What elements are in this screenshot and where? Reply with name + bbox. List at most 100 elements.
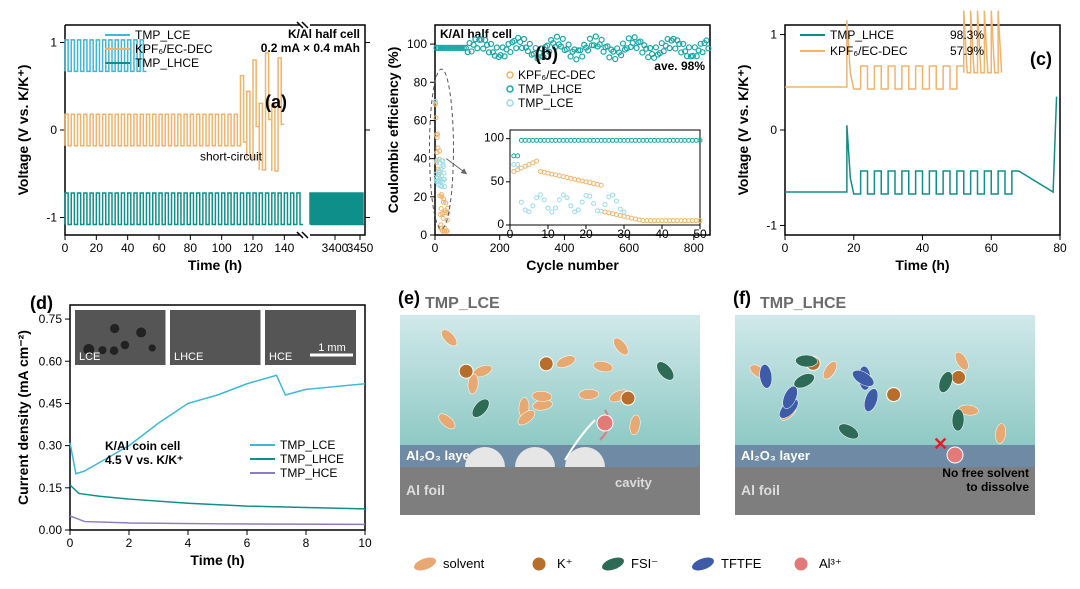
svg-text:600: 600 <box>619 241 639 255</box>
svg-text:TMP_LHCE: TMP_LHCE <box>760 295 847 312</box>
svg-text:0.75: 0.75 <box>39 312 63 326</box>
svg-text:TMP_HCE: TMP_HCE <box>280 466 337 480</box>
svg-text:Voltage (V vs. K/K⁺): Voltage (V vs. K/K⁺) <box>735 65 751 196</box>
svg-text:120: 120 <box>243 241 263 255</box>
svg-text:K/Al half cell: K/Al half cell <box>440 27 512 41</box>
svg-text:0: 0 <box>507 227 514 241</box>
svg-text:20: 20 <box>414 190 428 204</box>
svg-text:0.2 mA × 0.4 mAh: 0.2 mA × 0.4 mAh <box>261 41 360 55</box>
svg-text:40: 40 <box>121 241 135 255</box>
svg-text:0: 0 <box>50 123 57 137</box>
svg-text:Al₂O₃ layer: Al₂O₃ layer <box>741 448 810 463</box>
svg-text:0.60: 0.60 <box>39 354 63 368</box>
svg-text:(f): (f) <box>733 288 751 308</box>
svg-text:0: 0 <box>432 241 439 255</box>
svg-text:TMP_LHCE: TMP_LHCE <box>280 452 344 466</box>
svg-text:60: 60 <box>985 241 999 255</box>
svg-text:80: 80 <box>184 241 198 255</box>
svg-text:LCE: LCE <box>79 351 100 363</box>
svg-text:Coulombic efficiency (%): Coulombic efficiency (%) <box>385 47 401 213</box>
svg-text:0: 0 <box>497 217 504 231</box>
svg-text:KPF₆/EC-DEC: KPF₆/EC-DEC <box>518 68 596 82</box>
svg-text:60: 60 <box>414 113 428 127</box>
svg-text:30: 30 <box>617 227 631 241</box>
svg-text:(d): (d) <box>30 293 53 313</box>
svg-text:60: 60 <box>152 241 166 255</box>
svg-text:20: 20 <box>579 227 593 241</box>
svg-text:Cycle number: Cycle number <box>526 257 619 273</box>
svg-text:20: 20 <box>90 241 104 255</box>
svg-text:TMP_LCE: TMP_LCE <box>135 28 190 42</box>
svg-text:10: 10 <box>358 536 372 550</box>
svg-text:(b): (b) <box>535 44 558 64</box>
svg-text:10: 10 <box>541 227 555 241</box>
svg-text:80: 80 <box>414 75 428 89</box>
svg-text:KPF₆/EC-DEC: KPF₆/EC-DEC <box>135 42 213 56</box>
svg-text:0: 0 <box>67 536 74 550</box>
svg-text:Time (h): Time (h) <box>190 552 244 568</box>
svg-text:TMP_LHCE: TMP_LHCE <box>830 28 894 42</box>
svg-text:K/Al half cell: K/Al half cell <box>288 27 360 41</box>
svg-text:TMP_LCE: TMP_LCE <box>425 295 500 312</box>
svg-text:0.00: 0.00 <box>39 523 63 537</box>
svg-text:to dissolve: to dissolve <box>966 480 1029 494</box>
svg-text:Al³⁺: Al³⁺ <box>819 556 842 571</box>
svg-text:4.5 V vs. K/K⁺: 4.5 V vs. K/K⁺ <box>105 453 183 467</box>
svg-text:3400: 3400 <box>322 241 349 255</box>
svg-text:1: 1 <box>50 36 57 50</box>
svg-text:40: 40 <box>414 152 428 166</box>
svg-text:0: 0 <box>62 241 69 255</box>
svg-text:0: 0 <box>420 228 427 242</box>
svg-text:-1: -1 <box>766 218 777 232</box>
svg-text:TMP_LHCE: TMP_LHCE <box>518 82 582 96</box>
svg-text:-1: -1 <box>46 211 57 225</box>
svg-text:40: 40 <box>916 241 930 255</box>
svg-text:(a): (a) <box>265 92 287 112</box>
svg-text:HCE: HCE <box>269 351 292 363</box>
svg-text:TMP_LHCE: TMP_LHCE <box>135 56 199 70</box>
svg-text:1: 1 <box>770 28 777 42</box>
svg-text:solvent: solvent <box>443 556 485 571</box>
svg-text:Time (h): Time (h) <box>895 257 949 273</box>
svg-text:cavity: cavity <box>615 475 653 490</box>
svg-text:100: 100 <box>407 37 427 51</box>
svg-text:4: 4 <box>185 536 192 550</box>
svg-text:Time (h): Time (h) <box>188 257 242 273</box>
svg-text:1 mm: 1 mm <box>318 342 346 354</box>
svg-text:TFTFE: TFTFE <box>721 556 762 571</box>
svg-text:K/Al coin cell: K/Al coin cell <box>105 439 180 453</box>
svg-text:Al₂O₃ layer: Al₂O₃ layer <box>406 448 475 463</box>
svg-text:KPF₆/EC-DEC: KPF₆/EC-DEC <box>830 44 908 58</box>
svg-text:ave. 98%: ave. 98% <box>654 59 705 73</box>
svg-text:6: 6 <box>244 536 251 550</box>
svg-text:0.30: 0.30 <box>39 439 63 453</box>
svg-text:Al foil: Al foil <box>406 482 445 498</box>
svg-text:(e): (e) <box>398 288 420 308</box>
svg-text:TMP_LCE: TMP_LCE <box>280 438 335 452</box>
svg-text:✕: ✕ <box>933 434 948 454</box>
svg-text:100: 100 <box>212 241 232 255</box>
svg-text:20: 20 <box>847 241 861 255</box>
svg-text:Al foil: Al foil <box>741 482 780 498</box>
svg-text:K⁺: K⁺ <box>557 556 573 571</box>
svg-text:80: 80 <box>1053 241 1067 255</box>
svg-text:140: 140 <box>274 241 294 255</box>
svg-text:FSI⁻: FSI⁻ <box>631 556 658 571</box>
svg-text:57.9%: 57.9% <box>950 44 984 58</box>
svg-text:50: 50 <box>491 174 505 188</box>
svg-text:98.3%: 98.3% <box>950 28 984 42</box>
svg-text:800: 800 <box>684 241 704 255</box>
svg-text:Voltage (V vs. K/K⁺): Voltage (V vs. K/K⁺) <box>15 65 31 196</box>
svg-text:0: 0 <box>770 123 777 137</box>
svg-text:0.15: 0.15 <box>39 481 63 495</box>
svg-text:No free solvent: No free solvent <box>942 466 1029 480</box>
svg-text:Current density (mA cm⁻²): Current density (mA cm⁻²) <box>15 330 31 505</box>
svg-text:short-circuit: short-circuit <box>200 150 263 164</box>
svg-text:100: 100 <box>484 131 504 145</box>
svg-text:0: 0 <box>782 241 789 255</box>
svg-text:TMP_LCE: TMP_LCE <box>518 96 573 110</box>
svg-text:LHCE: LHCE <box>174 351 203 363</box>
svg-text:40: 40 <box>655 227 669 241</box>
svg-text:(c): (c) <box>1030 49 1052 69</box>
svg-text:8: 8 <box>303 536 310 550</box>
